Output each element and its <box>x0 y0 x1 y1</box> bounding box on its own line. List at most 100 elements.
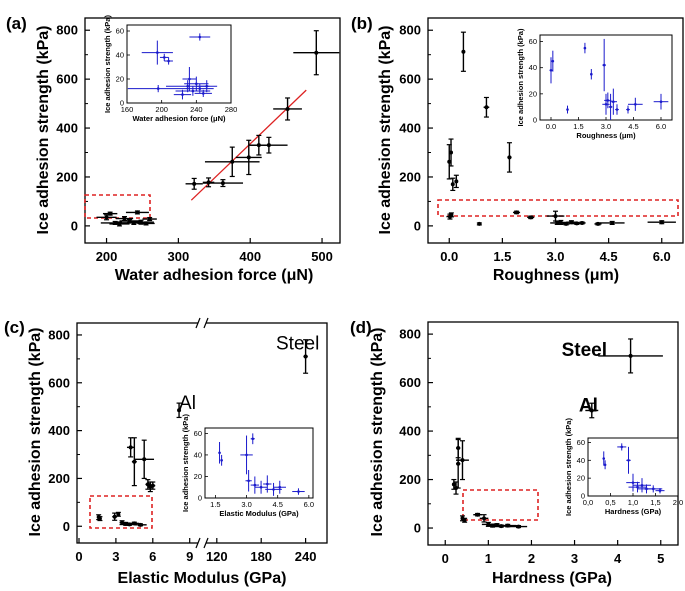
point-marker <box>144 221 149 226</box>
highlight-box <box>437 199 679 217</box>
data-point <box>204 146 260 178</box>
y-axis-title: Ice adhesion strength (kPa) <box>27 328 44 537</box>
inset-data-point <box>603 460 607 470</box>
data-point <box>451 478 457 490</box>
x-tick-label: 240 <box>295 549 317 564</box>
inset-data-point <box>196 80 218 93</box>
data-point <box>509 524 528 529</box>
data-point <box>499 523 517 528</box>
inset-point-marker <box>220 459 223 462</box>
point-marker <box>132 459 137 464</box>
y-tick-label: 200 <box>56 169 78 184</box>
point-marker <box>610 220 615 225</box>
inset-x-tick-label: 1,0 <box>628 498 638 507</box>
point-marker <box>104 215 109 220</box>
x-tick-label: 5 <box>657 551 664 566</box>
y-tick-label: 800 <box>56 23 78 38</box>
inset-data-point <box>626 446 631 474</box>
inset-data-point <box>292 488 305 495</box>
data-point <box>150 481 156 490</box>
point-marker <box>580 220 585 225</box>
point-marker <box>574 221 579 226</box>
inset-point-marker <box>272 488 275 491</box>
point-marker <box>447 159 452 164</box>
inset-y-tick-label: 60 <box>116 27 124 36</box>
point-marker <box>475 512 480 517</box>
y-tick-label: 600 <box>399 375 421 390</box>
inset-x-axis-title: Roughness (μm) <box>576 131 636 140</box>
inset-point-marker <box>198 87 202 90</box>
data-point <box>235 139 262 176</box>
data-point <box>97 516 103 522</box>
inset-x-tick-label: 6.0 <box>304 500 314 509</box>
inset-data-point <box>245 470 252 492</box>
point-marker <box>516 524 521 529</box>
x-tick-label: 180 <box>250 549 272 564</box>
inset-data-point <box>189 33 211 41</box>
y-tick-label: 800 <box>48 327 70 342</box>
inset-data-point <box>615 104 619 115</box>
inset-point-marker <box>583 46 587 50</box>
inset-x-tick-label: 1.5 <box>210 500 220 509</box>
x-tick-label: 6.0 <box>653 249 671 264</box>
point-marker <box>285 106 290 111</box>
point-marker <box>450 182 455 187</box>
point-marker <box>135 210 140 215</box>
inset-data-point <box>250 433 255 445</box>
data-point <box>473 512 482 517</box>
panel-label: (c) <box>4 318 25 337</box>
inset-y-axis-title: Ice adhesion strength (kPa) <box>564 418 573 516</box>
point-marker <box>462 518 467 523</box>
point-marker <box>266 143 271 148</box>
inset-data-point <box>602 93 610 115</box>
data-point <box>293 30 340 76</box>
inset-point-marker <box>620 445 624 449</box>
y-tick-label: 0 <box>414 521 421 536</box>
inset-data-point <box>240 435 253 475</box>
x-tick-label: 500 <box>311 249 333 264</box>
inset-y-tick-label: 20 <box>194 472 202 481</box>
inset-data-point <box>218 442 221 464</box>
panel-label: (d) <box>350 318 372 337</box>
data-point <box>460 31 466 72</box>
data-point <box>476 221 482 226</box>
inset-point-marker <box>636 485 639 489</box>
inset-x-tick-label: 240 <box>190 105 203 114</box>
data-point <box>513 210 521 215</box>
data-point <box>115 511 121 517</box>
data-point <box>585 402 599 419</box>
data-point <box>483 96 490 118</box>
x-tick-label: 0 <box>75 549 82 564</box>
inset-point-marker <box>627 459 630 462</box>
inset-y-axis-title: Ice adhesion strength (kPa) <box>181 414 190 512</box>
inset-frame <box>126 24 232 104</box>
point-marker <box>528 215 533 220</box>
inset-y-axis-title: Ice adhesion strength (kPa) <box>516 28 525 126</box>
point-marker <box>456 461 461 466</box>
material-label: Al <box>579 396 598 417</box>
inset-plot: 0 20 40 60 0,0 0,5 1,0 1,5 2,0 Hardness (GPa) Ice … <box>564 418 683 516</box>
x-tick-label: 120 <box>206 549 228 564</box>
data-point <box>546 210 565 222</box>
inset-plot: 0 20 40 60 0.0 1.5 3.0 4.5 6.0 Roughness (μm) Ice … <box>516 28 673 140</box>
inset-point-marker <box>188 77 191 81</box>
data-point <box>462 517 468 523</box>
inset-point-marker <box>253 483 257 487</box>
inset-data-point <box>644 485 663 493</box>
x-tick-label: 3 <box>571 551 578 566</box>
inset-point-marker <box>659 100 663 103</box>
point-marker <box>147 217 152 222</box>
highlight-box <box>462 489 539 521</box>
point-marker <box>589 408 594 413</box>
data-point <box>137 221 155 226</box>
inset-y-tick-label: 0 <box>198 494 202 503</box>
x-axis-title: Water adhesion force (μN) <box>115 267 314 284</box>
inset-point-marker <box>181 93 184 96</box>
data-point <box>479 514 489 523</box>
inset-point-marker <box>566 108 569 111</box>
inset-point-marker <box>201 92 205 95</box>
inset-point-marker <box>602 63 606 67</box>
y-axis-title: Ice adhesion strength (kPa) <box>35 26 52 235</box>
